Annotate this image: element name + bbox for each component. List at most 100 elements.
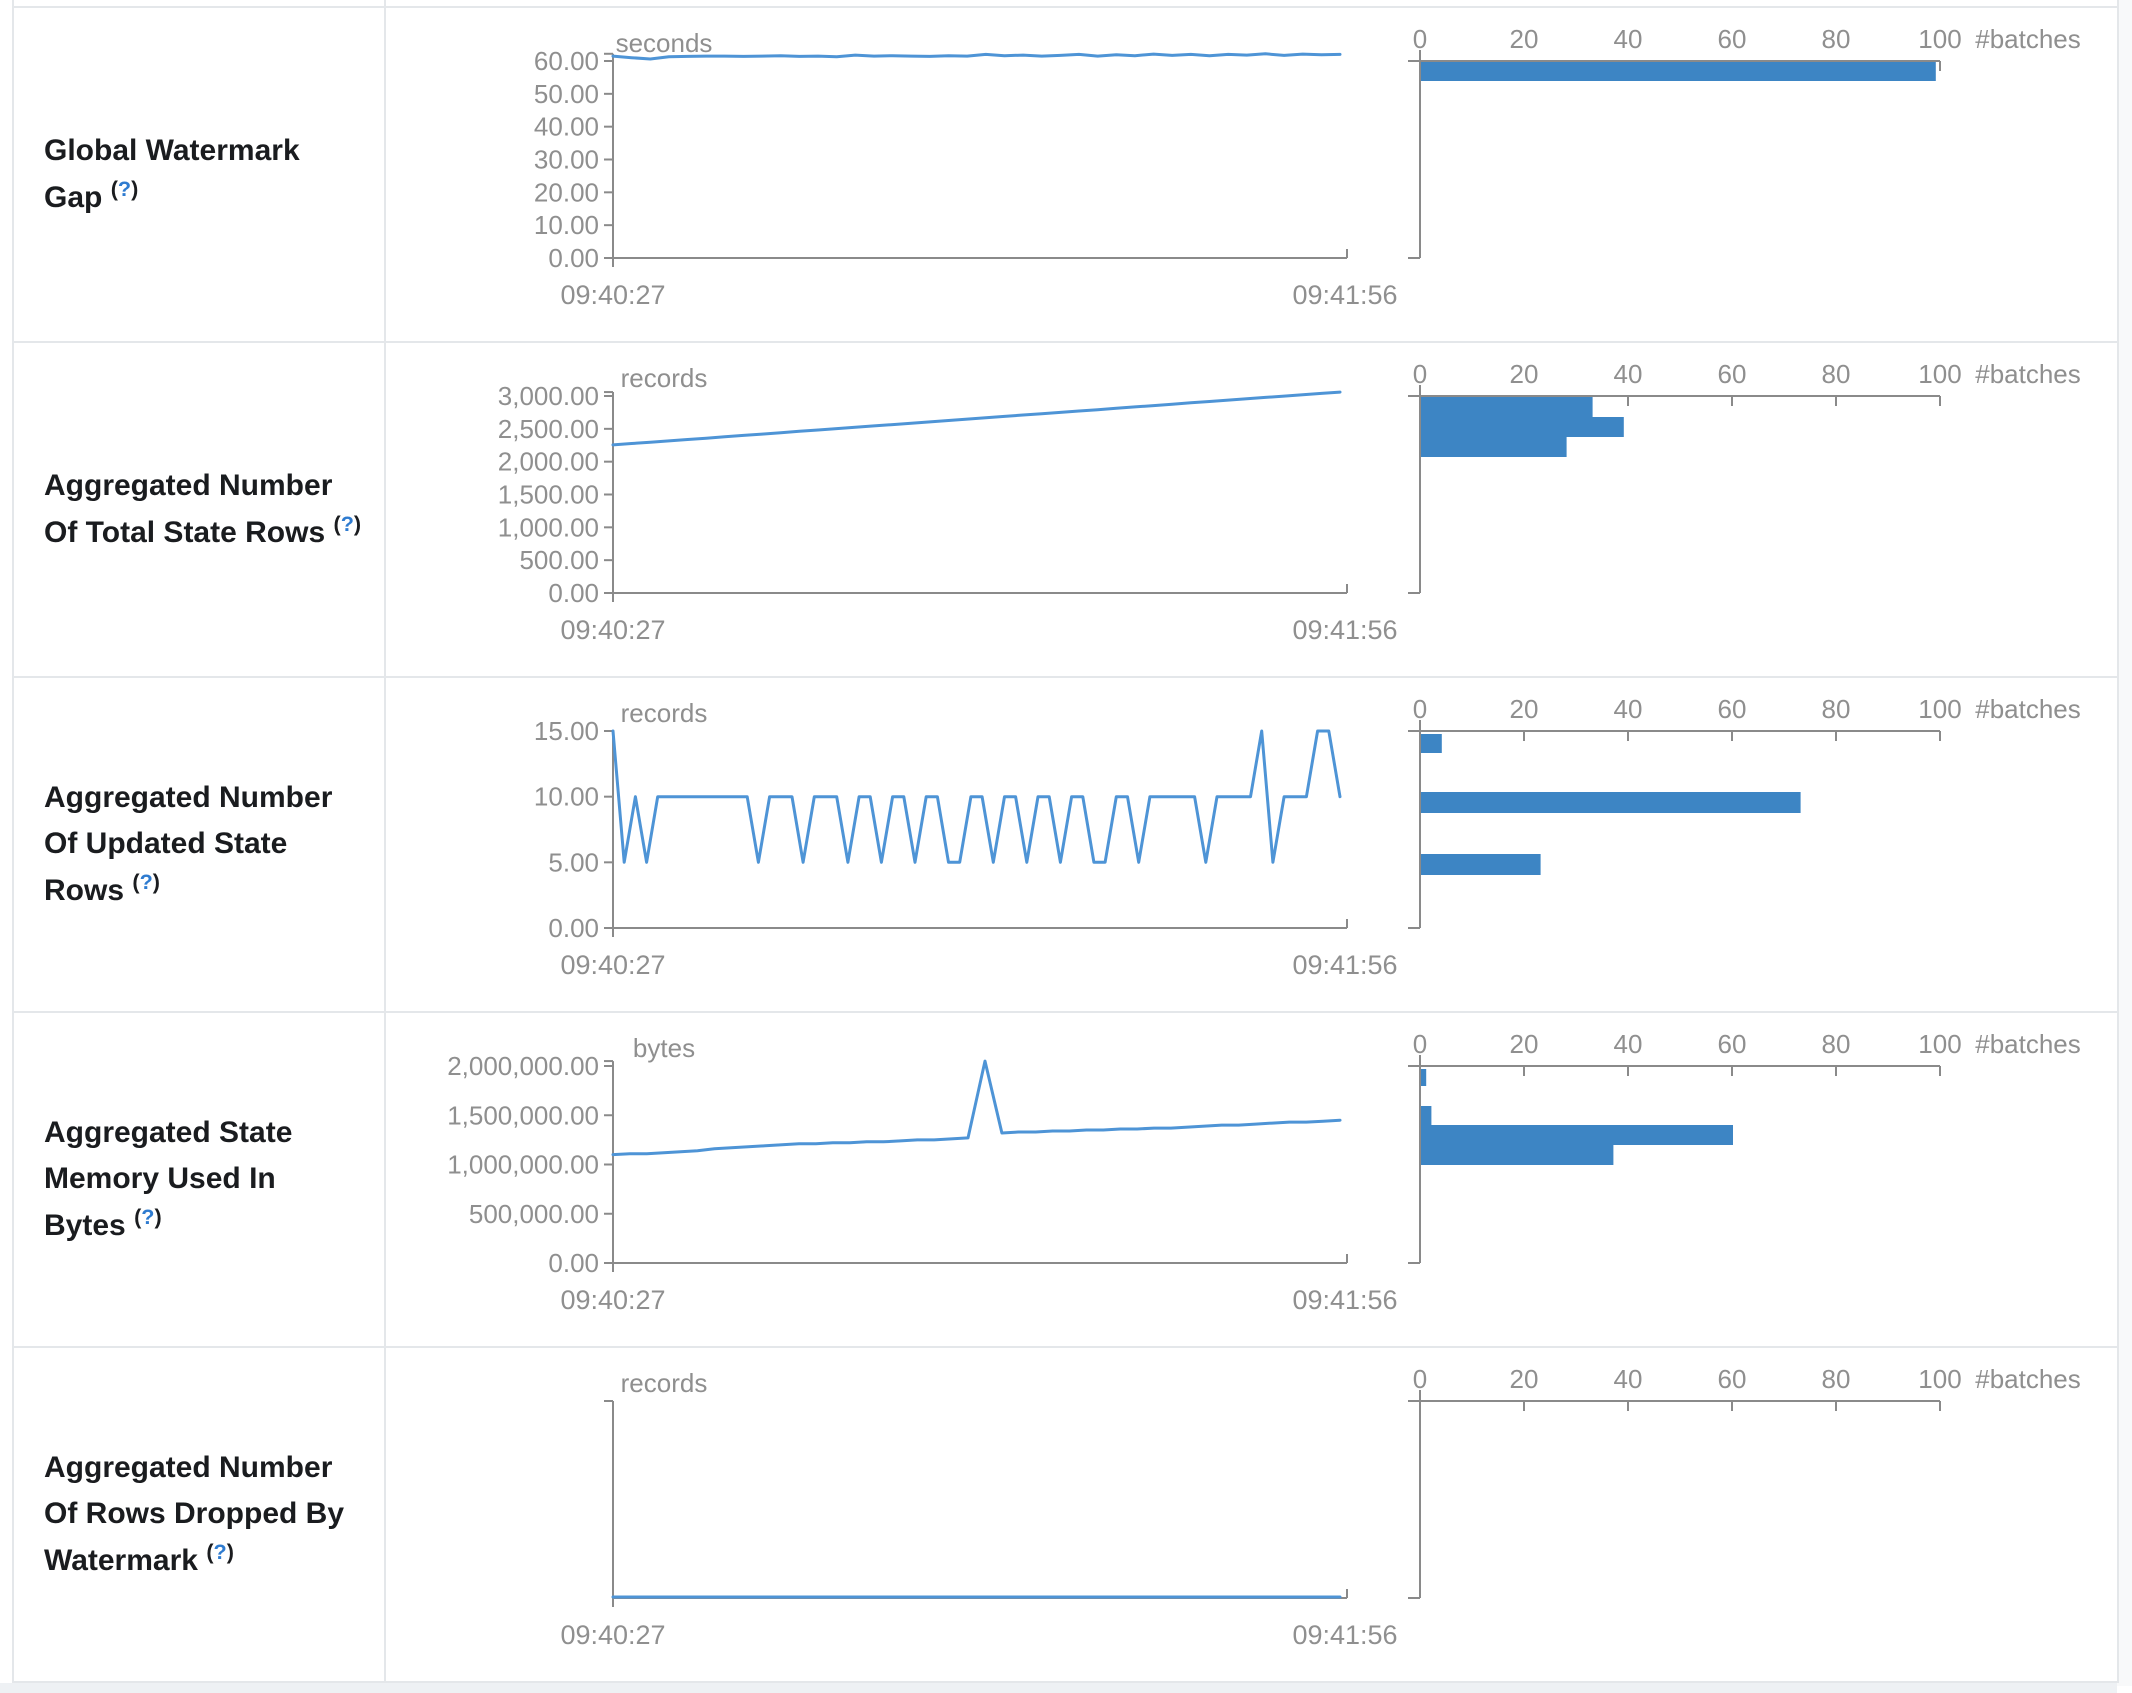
help-question-icon[interactable]: ?	[141, 1203, 155, 1229]
y-axis-unit-label: records	[621, 363, 708, 393]
help-question-icon[interactable]: ?	[139, 868, 153, 894]
help-marker[interactable]: (?)	[132, 868, 160, 894]
histogram-tick-label: 40	[1614, 694, 1643, 724]
histogram-tick-label: 20	[1510, 694, 1539, 724]
histogram-axis-label: #batches	[1975, 1029, 2081, 1059]
histogram-bar	[1421, 792, 1801, 813]
x-axis-end-label: 09:41:56	[1292, 1285, 1397, 1315]
y-axis-tick-label: 60.00	[534, 46, 599, 76]
help-marker[interactable]: (?)	[134, 1203, 162, 1229]
y-axis-tick-label: 0.00	[548, 913, 599, 943]
table-row: Global Watermark Gap (?) seconds 0.00 10.0…	[14, 8, 2117, 343]
x-axis-start-label: 09:40:27	[560, 950, 665, 980]
x-axis-end-label: 09:41:56	[1292, 1620, 1397, 1650]
metric-label-cell: Aggregated State Memory Used In Bytes (?…	[14, 1013, 386, 1346]
page-background-bottom	[0, 1683, 2117, 1693]
histogram-tick-label: 40	[1614, 359, 1643, 389]
histogram-tick-label: 40	[1614, 1029, 1643, 1059]
y-axis-tick-label: 1,000.00	[498, 512, 599, 542]
timeline-data-line	[611, 1059, 1342, 1157]
histogram-bar	[1421, 1145, 1614, 1165]
histogram-tick-label: 0	[1413, 694, 1427, 724]
histogram-axis-label: #batches	[1975, 24, 2081, 54]
histogram-tick-label: 0	[1413, 24, 1427, 54]
histogram-tick-label: 80	[1822, 359, 1851, 389]
histogram-tick-label: 0	[1413, 359, 1427, 389]
metric-label-cell: Global Watermark Gap (?)	[14, 8, 386, 341]
metric-title-text: Aggregated Number Of Updated State Rows	[44, 780, 333, 907]
histogram-tick-label: 60	[1718, 359, 1747, 389]
histogram-tick-label: 40	[1614, 24, 1643, 54]
histogram-tick-label: 100	[1918, 359, 1961, 389]
histogram-axis-label: #batches	[1975, 694, 2081, 724]
help-marker[interactable]: (?)	[206, 1538, 234, 1564]
metric-title-text: Aggregated Number Of Total State Rows	[44, 469, 333, 549]
y-axis-tick-label: 2,000.00	[498, 447, 599, 477]
histogram-bar	[1421, 1069, 1427, 1086]
histogram-bar	[1421, 1106, 1432, 1125]
x-axis-start-label: 09:40:27	[560, 1620, 665, 1650]
x-axis-start-label: 09:40:27	[560, 1285, 665, 1315]
y-axis-unit-label: bytes	[633, 1033, 695, 1063]
help-marker[interactable]: (?)	[110, 175, 139, 201]
chart-cell: records 0.00 500.00 1,000.00 1,500.00 2,000.0…	[386, 343, 2117, 676]
help-question-icon[interactable]: ?	[340, 510, 354, 536]
y-axis-tick-label: 20.00	[534, 177, 599, 207]
y-axis-tick-label: 1,500.00	[498, 480, 599, 510]
histogram-bar	[1421, 854, 1541, 875]
metric-title: Global Watermark Gap (?)	[44, 128, 362, 221]
y-axis-tick-label: 0.00	[548, 243, 599, 273]
histogram-tick-label: 0	[1413, 1029, 1427, 1059]
histogram-tick-label: 100	[1918, 1029, 1961, 1059]
y-axis-tick-label: 10.00	[534, 210, 599, 240]
metric-title: Aggregated State Memory Used In Bytes (?…	[44, 1110, 362, 1250]
chart-cell: bytes 0.00 500,000.00 1,000,000.00 1,500,000…	[386, 1013, 2117, 1346]
y-axis-tick-label: 15.00	[534, 716, 599, 746]
chart-cell: records 09:40:27 09:41:56 0 20 40 60 80 100 #batc…	[386, 1348, 2117, 1681]
page-background-right	[2117, 0, 2132, 1686]
x-axis-end-label: 09:41:56	[1292, 280, 1397, 310]
histogram-bar	[1421, 1125, 1733, 1145]
y-axis-tick-label: 2,500.00	[498, 414, 599, 444]
timeline-data-line	[611, 52, 1342, 61]
rows-dropped-chart: records 09:40:27 09:41:56 0 20 40 60 80 100 #batc…	[560, 1364, 2080, 1650]
histogram-tick-label: 100	[1918, 1364, 1961, 1394]
help-question-icon[interactable]: ?	[117, 175, 132, 201]
metric-title-text: Aggregated Number Of Rows Dropped By Wat…	[44, 1450, 345, 1577]
chart-cell: records 0.00 5.00 10.00 15.00 09:40:27 09:41:5…	[386, 678, 2117, 1011]
y-axis-tick-label: 30.00	[534, 145, 599, 175]
y-axis-tick-label: 50.00	[534, 79, 599, 109]
metric-label-cell: Aggregated Number Of Rows Dropped By Wat…	[14, 1348, 386, 1681]
table-row: Aggregated Number Of Total State Rows (?…	[14, 343, 2117, 678]
table-row: Aggregated Number Of Updated State Rows …	[14, 678, 2117, 1013]
histogram-tick-label: 100	[1918, 694, 1961, 724]
y-axis-tick-label: 500,000.00	[469, 1199, 599, 1229]
updated-state-rows-chart: records 0.00 5.00 10.00 15.00 09:40:27 09:41:5…	[534, 694, 2081, 980]
help-marker[interactable]: (?)	[333, 510, 362, 536]
metric-title: Aggregated Number Of Total State Rows (?…	[44, 463, 362, 556]
y-axis-unit-label: records	[621, 1368, 708, 1398]
y-axis-tick-label: 0.00	[548, 1248, 599, 1278]
metric-label-cell: Aggregated Number Of Updated State Rows …	[14, 678, 386, 1011]
histogram-bar	[1421, 397, 1593, 417]
y-axis-unit-label: records	[621, 698, 708, 728]
histogram-bar	[1421, 437, 1567, 457]
histogram-tick-label: 20	[1510, 1364, 1539, 1394]
histogram-tick-label: 80	[1822, 24, 1851, 54]
streaming-statistics-table: Global Watermark Gap (?) seconds 0.00 10.0…	[12, 0, 2119, 1683]
y-axis-tick-label: 1,500,000.00	[447, 1100, 599, 1130]
histogram-tick-label: 60	[1718, 1364, 1747, 1394]
metric-title-text: Aggregated State Memory Used In Bytes	[44, 1115, 293, 1242]
y-axis-tick-label: 2,000,000.00	[447, 1051, 599, 1081]
x-axis-end-label: 09:41:56	[1292, 950, 1397, 980]
x-axis-start-label: 09:40:27	[560, 615, 665, 645]
table-top-edge	[14, 0, 2117, 8]
help-question-icon[interactable]: ?	[213, 1538, 227, 1564]
y-axis-tick-label: 0.00	[548, 578, 599, 608]
y-axis-tick-label: 1,000,000.00	[447, 1150, 599, 1180]
y-axis-unit-label: seconds	[616, 28, 713, 58]
metric-title-text: Global Watermark Gap	[44, 134, 300, 214]
watermark-gap-chart: seconds 0.0010.0020.0030.0040.0050.0060.0…	[534, 24, 2081, 310]
y-axis-tick-label: 40.00	[534, 112, 599, 142]
total-state-rows-chart: records 0.00500.001,000.001,500.002,000.0…	[498, 359, 2081, 645]
